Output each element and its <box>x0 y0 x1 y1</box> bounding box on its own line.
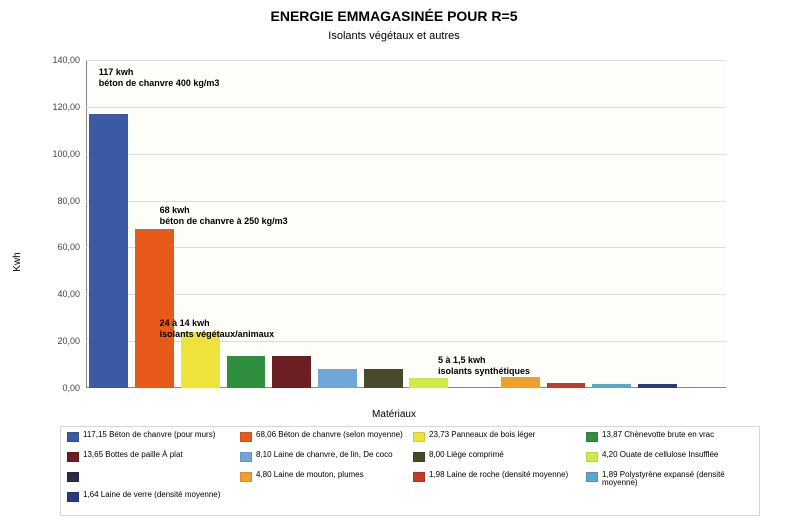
y-axis-line <box>86 60 87 388</box>
bar <box>592 384 631 388</box>
y-tick-label: 40,00 <box>57 289 86 299</box>
annotation: 5 à 1,5 kwh isolants synthétiques <box>438 355 530 377</box>
legend-label: 117,15 Béton de chanvre (pour murs) <box>83 431 234 439</box>
legend-item: 117,15 Béton de chanvre (pour murs) <box>67 431 234 442</box>
legend-swatch <box>413 432 425 442</box>
legend-label: 4,80 Laine de mouton, plumes <box>256 471 407 479</box>
chart-subtitle: Isolants végétaux et autres <box>0 30 788 42</box>
legend-label: 13,65 Bottes de paille À plat <box>83 451 234 459</box>
legend-swatch <box>67 492 79 502</box>
legend-item: 13,87 Chènevotte brute en vrac <box>586 431 753 442</box>
legend-swatch <box>240 452 252 462</box>
annotation: 24 à 14 kwh isolants végétaux/animaux <box>160 318 275 340</box>
legend-label: 8,10 Laine de chanvre, de lin, De coco <box>256 451 407 459</box>
y-tick-label: 120,00 <box>52 102 86 112</box>
legend-label: 8,00 Liège comprimé <box>429 451 580 459</box>
y-tick-label: 80,00 <box>57 196 86 206</box>
legend-item: 4,20 Ouate de cellulose Insufflée <box>586 451 753 462</box>
legend-swatch <box>413 452 425 462</box>
y-tick-label: 100,00 <box>52 149 86 159</box>
legend-item: 1,89 Polystyrène expansé (densité moyenn… <box>586 471 753 488</box>
legend: 117,15 Béton de chanvre (pour murs) 68,06… <box>60 426 760 516</box>
legend-item: 1,98 Laine de roche (densité moyenne) <box>413 471 580 482</box>
legend-label: 68,06 Béton de chanvre (selon moyenne) <box>256 431 407 439</box>
legend-label: 13,87 Chènevotte brute en vrac <box>602 431 753 439</box>
legend-swatch <box>240 472 252 482</box>
legend-item: 68,06 Béton de chanvre (selon moyenne) <box>240 431 407 442</box>
legend-item: 23,73 Panneaux de bois léger <box>413 431 580 442</box>
bar <box>181 332 220 388</box>
annotation: 68 kwh béton de chanvre à 250 kg/m3 <box>160 205 288 227</box>
bar <box>547 383 586 388</box>
legend-swatch <box>67 432 79 442</box>
bar <box>638 384 677 388</box>
legend-label: 4,20 Ouate de cellulose Insufflée <box>602 451 753 459</box>
legend-swatch <box>586 472 598 482</box>
chart-container: ENERGIE EMMAGASINÉE POUR R=5 Isolants vé… <box>0 0 788 524</box>
bar <box>318 369 357 388</box>
legend-swatch <box>240 432 252 442</box>
bar <box>409 378 448 388</box>
bar <box>272 356 311 388</box>
y-tick-label: 0,00 <box>62 383 86 393</box>
legend-item <box>67 471 234 482</box>
legend-swatch <box>67 472 79 482</box>
y-tick-label: 20,00 <box>57 336 86 346</box>
gridline <box>86 201 726 202</box>
y-tick-label: 140,00 <box>52 55 86 65</box>
y-axis-label: Kwh <box>12 252 23 271</box>
legend-item: 1,64 Laine de verre (densité moyenne) <box>67 491 234 502</box>
gridline <box>86 107 726 108</box>
legend-label: 23,73 Panneaux de bois léger <box>429 431 580 439</box>
gridline <box>86 247 726 248</box>
legend-swatch <box>586 432 598 442</box>
legend-swatch <box>413 472 425 482</box>
y-tick-label: 60,00 <box>57 242 86 252</box>
legend-swatch <box>586 452 598 462</box>
legend-label: 1,89 Polystyrène expansé (densité moyenn… <box>602 471 753 488</box>
bar <box>227 356 266 388</box>
bar <box>89 114 128 388</box>
legend-label: 1,98 Laine de roche (densité moyenne) <box>429 471 580 479</box>
annotation: 117 kwh béton de chanvre 400 kg/m3 <box>99 67 220 89</box>
gridline <box>86 154 726 155</box>
legend-swatch <box>67 452 79 462</box>
bar <box>135 229 174 388</box>
legend-item: 13,65 Bottes de paille À plat <box>67 451 234 462</box>
legend-item: 4,80 Laine de mouton, plumes <box>240 471 407 482</box>
bar <box>501 377 540 388</box>
legend-item: 8,10 Laine de chanvre, de lin, De coco <box>240 451 407 462</box>
plot-area: 0,0020,0040,0060,0080,00100,00120,00140,… <box>86 60 726 388</box>
x-axis-label: Matériaux <box>0 409 788 420</box>
bar <box>364 369 403 388</box>
legend-label: 1,64 Laine de verre (densité moyenne) <box>83 491 234 499</box>
chart-title: ENERGIE EMMAGASINÉE POUR R=5 <box>0 8 788 24</box>
legend-item: 8,00 Liège comprimé <box>413 451 580 462</box>
gridline <box>86 294 726 295</box>
gridline <box>86 60 726 61</box>
